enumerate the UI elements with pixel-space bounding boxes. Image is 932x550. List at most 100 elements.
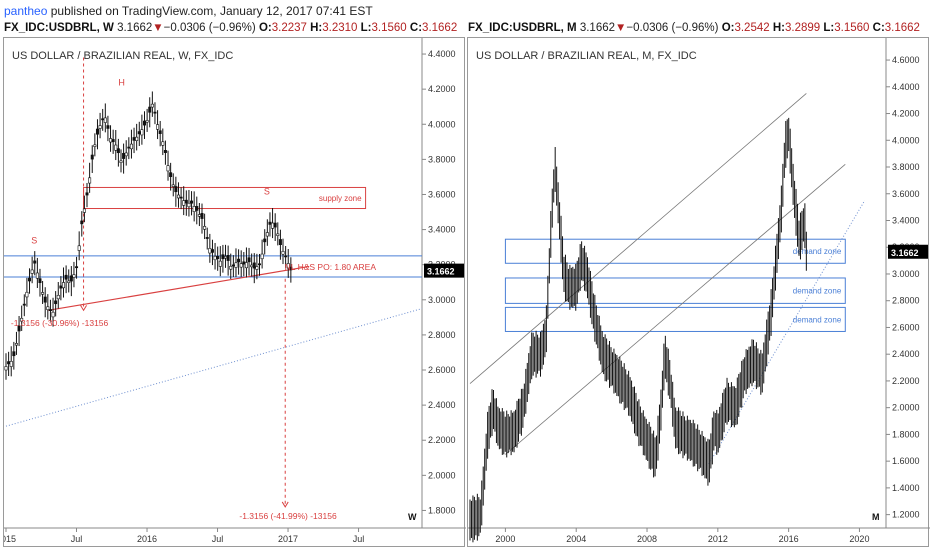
y-tick-label: 2.8000 xyxy=(892,296,920,306)
price-change: −0.0306 (−0.96%) xyxy=(626,22,719,34)
y-tick-label: 2.8000 xyxy=(428,330,456,340)
last-price-badge xyxy=(888,244,928,259)
y-tick-label: 1.8000 xyxy=(892,429,920,439)
publisher-text: published on TradingView.com, January 12… xyxy=(47,4,373,18)
candle-body xyxy=(41,292,45,295)
candle-body xyxy=(20,317,24,322)
candle-body xyxy=(273,222,277,228)
candle-body xyxy=(12,351,16,357)
candle-body xyxy=(153,111,157,114)
y-tick-label: 3.6000 xyxy=(428,189,456,199)
dotted-trend-line xyxy=(5,308,423,427)
weekly-chart-panel[interactable]: 1.8000 2.0000 2.2000 2.4000 2.6000 2.8000 3.00… xyxy=(3,37,466,548)
candle-body xyxy=(216,256,220,259)
high-label: H: xyxy=(772,22,785,34)
publisher-username[interactable]: pantheo xyxy=(4,4,48,18)
y-tick-label: 2.0000 xyxy=(892,403,920,413)
close-label: C: xyxy=(872,22,885,34)
candle-body xyxy=(106,125,110,129)
y-tick-label: 3.6000 xyxy=(892,189,920,199)
candle-body xyxy=(48,309,52,311)
candle-body xyxy=(72,274,76,278)
candle-body xyxy=(98,125,102,129)
y-tick-label: 2.2000 xyxy=(428,435,456,445)
candle-body xyxy=(129,143,133,150)
annotation-label: S xyxy=(264,186,270,196)
y-tick-label: 4.0000 xyxy=(892,135,920,145)
candle-body xyxy=(271,222,275,229)
symbol-name[interactable]: FX_IDC:USDBRL, W xyxy=(4,22,114,34)
candle-body xyxy=(265,232,269,237)
y-tick-label: 2.4000 xyxy=(428,400,456,410)
candle-body xyxy=(132,137,136,141)
x-tick-label: 2016 xyxy=(779,534,799,544)
candle-body xyxy=(95,128,99,135)
demand-zone-label: demand zone xyxy=(793,287,842,296)
candle-body xyxy=(35,272,39,279)
candle-body xyxy=(80,220,84,225)
published-by-line: pantheo published on TradingView.com, Ja… xyxy=(4,2,373,20)
symbol-name[interactable]: FX_IDC:USDBRL, M xyxy=(468,22,577,34)
candle-body xyxy=(64,274,68,280)
candle-body xyxy=(46,306,50,311)
candle-body xyxy=(124,152,128,157)
x-tick-label: Jul xyxy=(212,534,224,544)
demand-zone-label: demand zone xyxy=(793,247,842,256)
candle-body xyxy=(122,153,126,159)
candle-body xyxy=(161,141,165,146)
low-label: L: xyxy=(360,22,372,34)
supply-zone-label: supply zone xyxy=(319,194,362,203)
x-tick-label: 2000 xyxy=(495,534,515,544)
candle-body xyxy=(75,266,79,269)
y-tick-label: 4.2000 xyxy=(892,109,920,119)
y-tick-label: 1.4000 xyxy=(892,483,920,493)
candle-body xyxy=(213,255,217,261)
candle-body xyxy=(150,103,154,108)
down-arrow-icon: ▼ xyxy=(152,22,164,34)
y-tick-label: 2.2000 xyxy=(892,376,920,386)
open-label: O: xyxy=(721,22,735,34)
channel-line xyxy=(505,164,846,455)
annotation-label: -1.3156 (-30.96%) -13156 xyxy=(11,318,109,328)
candle-body xyxy=(226,255,230,261)
candle-body xyxy=(257,263,261,266)
candle-body xyxy=(59,285,63,289)
candle-body xyxy=(77,245,81,251)
arrow-down-icon xyxy=(80,305,87,312)
annotation-label: H xyxy=(118,78,125,88)
candle-body xyxy=(205,237,209,239)
weekly-chart-svg[interactable]: 1.8000 2.0000 2.2000 2.4000 2.6000 2.8000 3.00… xyxy=(4,38,466,548)
candle-body xyxy=(187,202,191,208)
candle-body xyxy=(182,200,186,206)
channel-line xyxy=(469,93,807,384)
demand-zone-box xyxy=(504,277,846,304)
last-price: 3.1662 xyxy=(579,22,616,34)
monthly-chart-panel[interactable]: 1.2000 1.4000 1.6000 1.8000 2.0000 2.2000 2.40… xyxy=(467,37,930,548)
y-tick-label: 3.8000 xyxy=(892,162,920,172)
candle-body xyxy=(255,266,259,270)
y-tick-label: 3.0000 xyxy=(892,269,920,279)
candle-body xyxy=(229,265,233,270)
chart-title: US DOLLAR / BRAZILIAN REAL, M, FX_IDC xyxy=(476,50,697,62)
candle-body xyxy=(278,239,282,246)
x-tick-label: 2020 xyxy=(849,534,869,544)
candle-body xyxy=(247,257,251,263)
candle-body xyxy=(281,251,285,255)
candle-body xyxy=(111,139,115,143)
x-tick-label: Jul xyxy=(353,534,365,544)
candle-body xyxy=(284,255,288,258)
candle-body xyxy=(221,254,225,260)
candle-body xyxy=(250,264,254,268)
candle-body xyxy=(119,160,123,163)
monthly-chart-svg[interactable]: 1.2000 1.4000 1.6000 1.8000 2.0000 2.2000 2.40… xyxy=(468,38,930,548)
open-value: 3.2542 xyxy=(734,22,770,34)
candle-body xyxy=(276,233,280,236)
candle-body xyxy=(156,124,160,130)
last-price-value: 3.1662 xyxy=(427,267,455,277)
candle-body xyxy=(286,263,290,269)
candle-body xyxy=(17,325,21,332)
y-tick-label: 4.2000 xyxy=(428,84,456,94)
candle-body xyxy=(239,263,243,268)
candle-body xyxy=(195,206,199,211)
candle-body xyxy=(171,184,175,187)
